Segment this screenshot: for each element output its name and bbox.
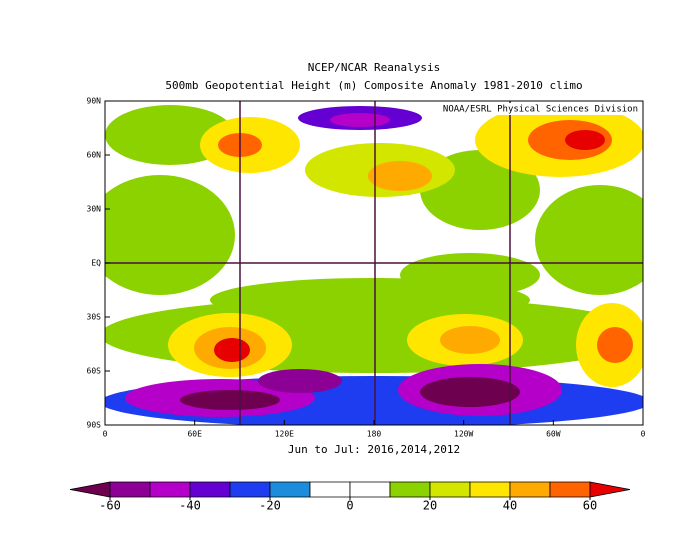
- anomaly-region: [258, 369, 342, 393]
- color-bin: [589, 481, 631, 498]
- color-bin: [429, 481, 471, 498]
- colorbar-label: -20: [259, 499, 281, 513]
- anomaly-region: [368, 161, 432, 191]
- color-bin: [309, 481, 351, 498]
- anomaly-region: [420, 377, 520, 407]
- anomaly-region: [105, 175, 235, 295]
- lat-label: 90S: [87, 421, 102, 430]
- color-bin: [509, 481, 551, 498]
- credit: NOAA/ESRL Physical Sciences Division: [443, 105, 638, 115]
- color-bin: [189, 481, 231, 498]
- colorbar-label: -60: [99, 499, 121, 513]
- title: NCEP/NCAR Reanalysis: [308, 61, 440, 74]
- colorbar-label: 0: [346, 499, 353, 513]
- grid: [105, 101, 643, 425]
- color-bin: [469, 481, 511, 498]
- lon-label: 180: [367, 430, 382, 439]
- lon-label: 120E: [275, 430, 294, 439]
- colorbar: -60 -40 -20 0 20 40 60: [69, 481, 631, 513]
- anomaly-region: [565, 130, 605, 150]
- lat-label: 60N: [87, 151, 102, 160]
- anomaly-region: [180, 390, 280, 410]
- lat-label: 60S: [87, 367, 102, 376]
- lat-label: EQ: [91, 259, 101, 268]
- color-bin: [349, 481, 391, 498]
- colorbar-label: 60: [583, 499, 597, 513]
- lon-label: 0: [641, 430, 646, 439]
- anomaly-region: [440, 326, 500, 354]
- subtitle: 500mb Geopotential Height (m) Composite …: [165, 79, 582, 92]
- color-bin: [269, 481, 311, 498]
- color-bin: [149, 481, 191, 498]
- color-bin: [109, 481, 151, 498]
- lat-label: 90N: [87, 97, 102, 106]
- colorbar-label: 40: [503, 499, 517, 513]
- color-bin: [549, 481, 591, 498]
- lat-label: 30S: [87, 313, 102, 322]
- lon-label: 60W: [546, 430, 561, 439]
- anomaly-region: [330, 113, 390, 127]
- colorbar-label: -40: [179, 499, 201, 513]
- anomaly-region: [535, 185, 643, 295]
- color-bin: [229, 481, 271, 498]
- anomaly-region: [597, 327, 633, 363]
- lon-label: 120W: [454, 430, 473, 439]
- credit-box: [444, 103, 641, 115]
- lat-label: 30N: [87, 205, 102, 214]
- colorbar-label: 20: [423, 499, 437, 513]
- lon-label: 0: [103, 430, 108, 439]
- anomaly-region: [214, 338, 250, 362]
- lon-label: 60E: [187, 430, 202, 439]
- color-bin: [69, 481, 111, 498]
- color-bin: [389, 481, 431, 498]
- period: Jun to Jul: 2016,2014,2012: [288, 443, 460, 456]
